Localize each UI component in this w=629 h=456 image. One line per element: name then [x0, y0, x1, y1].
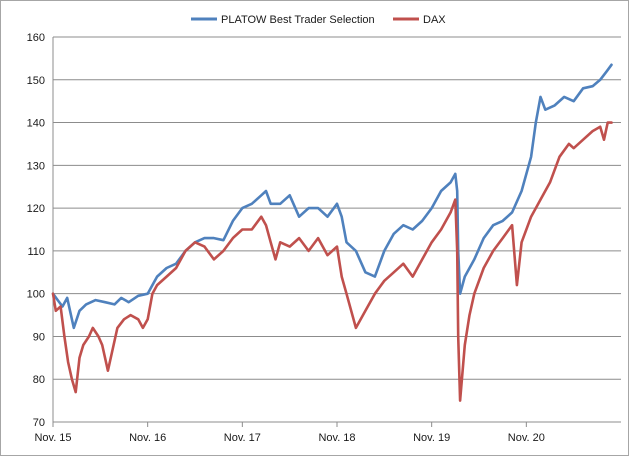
- y-tick-label: 140: [27, 118, 45, 130]
- y-tick-label: 150: [27, 75, 45, 87]
- legend: PLATOW Best Trader Selection DAX: [191, 14, 446, 26]
- x-tick-label: Nov. 17: [224, 432, 261, 444]
- series-line-platow: [51, 63, 613, 330]
- series-lines: [51, 63, 613, 402]
- x-axis-ticks: Nov. 15 Nov. 16 Nov. 17 Nov. 18 Nov. 19 Nov. …: [34, 422, 545, 444]
- series-line-dax: [51, 121, 613, 402]
- y-tick-label: 120: [27, 203, 45, 215]
- y-tick-label: 80: [33, 374, 45, 386]
- y-tick-label: 70: [33, 417, 45, 429]
- legend-label-dax: DAX: [423, 14, 446, 26]
- y-tick-label: 130: [27, 160, 45, 172]
- y-tick-label: 160: [27, 32, 45, 44]
- x-tick-label: Nov. 18: [318, 432, 355, 444]
- x-tick-label: Nov. 19: [413, 432, 450, 444]
- y-tick-label: 110: [27, 246, 45, 258]
- axes: [52, 37, 621, 423]
- x-tick-label: Nov. 15: [34, 432, 71, 444]
- x-tick-label: Nov. 20: [508, 432, 545, 444]
- y-tick-label: 90: [33, 331, 45, 343]
- y-axis-ticks: 70 80 90 100 110 120 130 140 150 160: [27, 32, 45, 429]
- y-tick-label: 100: [27, 289, 45, 301]
- x-tick-label: Nov. 16: [129, 432, 166, 444]
- legend-label-platow: PLATOW Best Trader Selection: [221, 14, 375, 26]
